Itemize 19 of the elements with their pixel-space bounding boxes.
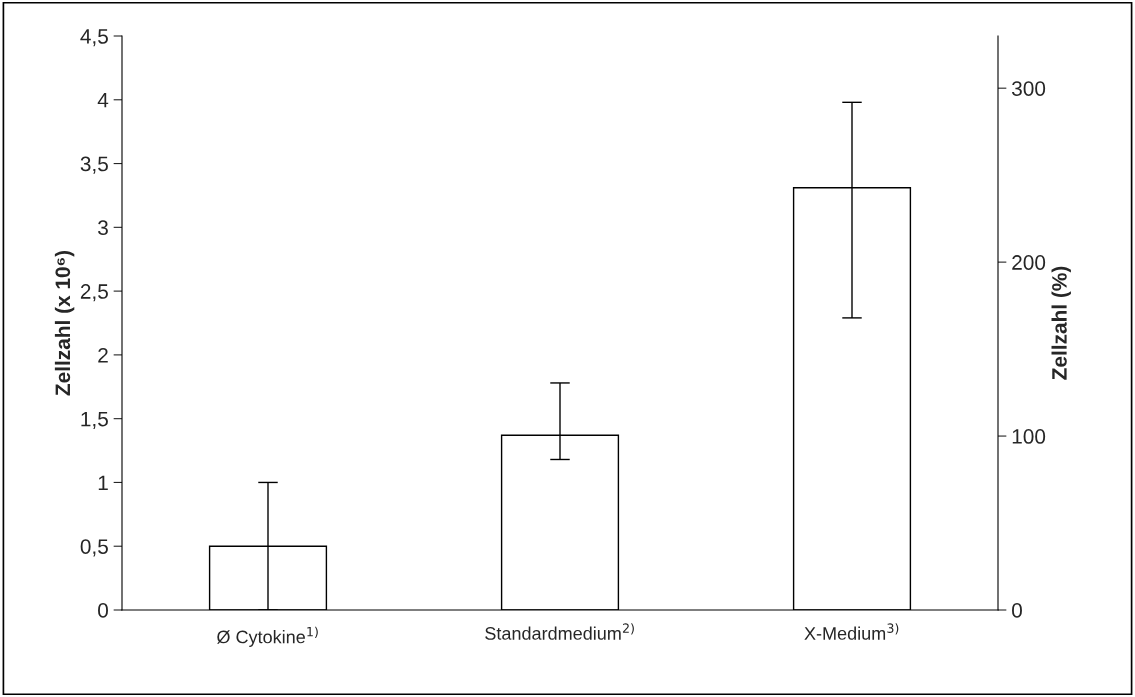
y2-tick-label: 100 xyxy=(1012,429,1046,444)
y-tick-label: 4,5 xyxy=(80,29,108,47)
y-tick-label: 2,5 xyxy=(80,284,108,302)
x-tick-label: Standardmedium$^{2)}$ xyxy=(485,623,634,640)
x-tick-label: Ø Cytokine$^{1)}$ xyxy=(217,626,318,647)
y-tick-label: 1 xyxy=(98,475,108,490)
y2-tick-label: 200 xyxy=(1012,255,1046,270)
y2-tick-label: 300 xyxy=(1011,81,1046,96)
y2-axis-title: Zellzahl (%) xyxy=(1051,266,1071,380)
y-axis-title: Zellzahl (x 10⁶) xyxy=(54,250,75,396)
y-tick-label: 2 xyxy=(98,347,108,363)
y2-tick-label: 0 xyxy=(1012,603,1022,618)
y-tick-label: 0 xyxy=(98,603,108,618)
y-tick-label: 3,5 xyxy=(80,156,108,174)
y-tick-label: 1,5 xyxy=(81,411,108,429)
y-tick-label: 3 xyxy=(98,220,108,236)
x-tick-label: X-Medium$^{3)}$ xyxy=(804,623,899,640)
y-tick-label: 4 xyxy=(97,92,109,108)
y-tick-label: 0,5 xyxy=(80,539,108,557)
